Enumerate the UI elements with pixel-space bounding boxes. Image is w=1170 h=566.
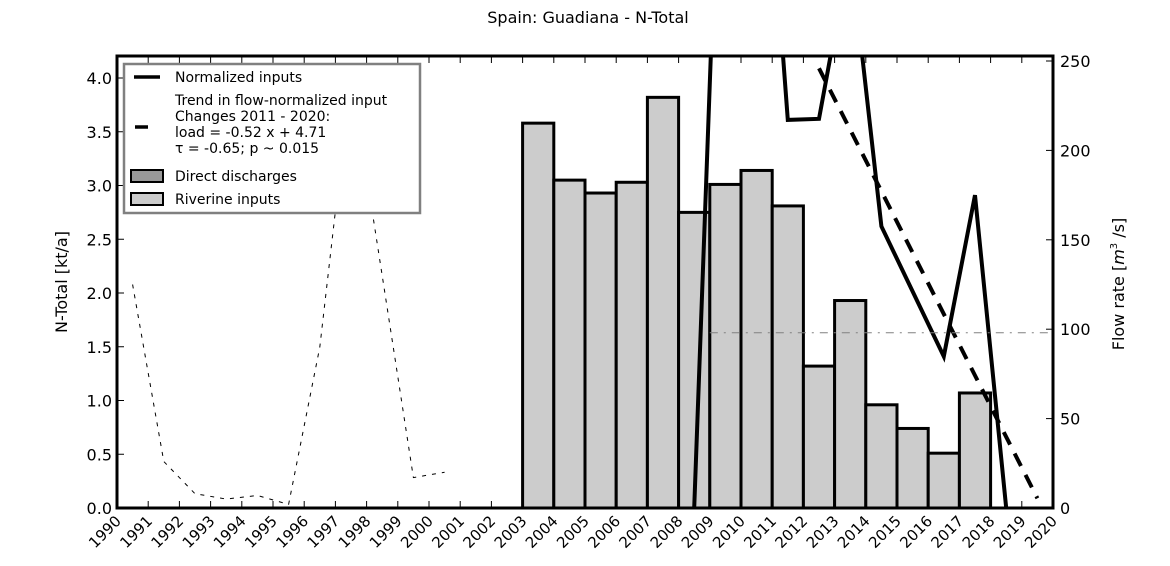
x-tick-label: 2005 (553, 512, 593, 552)
legend-trend-line4: τ = -0.65; p ~ 0.015 (175, 141, 319, 157)
x-tick-label: 2009 (678, 512, 718, 552)
x-tick-label: 1996 (272, 512, 312, 552)
x-tick-label: 1994 (210, 512, 250, 552)
bar-2014 (864, 403, 899, 510)
bar-2010 (739, 168, 774, 510)
y-tick-label: 1.5 (87, 338, 112, 357)
x-tick-label: 1991 (116, 512, 156, 552)
line-flow-rate (132, 75, 445, 506)
bar-2005 (583, 191, 618, 510)
x-tick-label: 2013 (803, 512, 843, 552)
x-tick-label: 2000 (397, 512, 437, 552)
y-tick-label-right: 50 (1060, 410, 1080, 429)
bar-2016 (926, 451, 961, 510)
x-tick-label: 1990 (85, 512, 125, 552)
y-tick-label-right: 150 (1060, 231, 1091, 250)
y-tick-label: 3.0 (87, 177, 112, 196)
x-tick-label: 2011 (740, 512, 780, 552)
x-tick-label: 2012 (771, 512, 811, 552)
x-tick-label: 2017 (927, 512, 967, 552)
legend: Normalized inputs Trend in flow-normaliz… (122, 62, 422, 215)
y-tick-label-right: 0 (1060, 499, 1070, 518)
legend-trend-line1: Trend in flow-normalized input (174, 93, 388, 109)
x-tick-label: 1998 (335, 512, 375, 552)
x-tick-label: 1992 (147, 512, 187, 552)
x-tick-label: 2004 (522, 512, 562, 552)
line-series (132, 56, 1053, 508)
x-tick-label: 2010 (709, 512, 749, 552)
bar-2009 (708, 182, 743, 510)
y-axis-label-left: N-Total [kt/a] (52, 231, 71, 333)
x-tick-label: 2015 (865, 512, 905, 552)
legend-direct-discharges-patch (130, 169, 164, 183)
x-tick-label: 2008 (647, 512, 687, 552)
y-tick-label: 2.5 (87, 230, 112, 249)
bar-2011 (770, 204, 805, 510)
y-tick-label: 4.0 (87, 69, 112, 88)
legend-direct-discharges: Direct discharges (175, 169, 297, 185)
x-tick-label: 2003 (491, 512, 531, 552)
y-tick-label: 1.0 (87, 392, 112, 411)
legend-normalized-inputs: Normalized inputs (175, 70, 302, 86)
x-tick-label: 2020 (1021, 512, 1061, 552)
legend-riverine-inputs: Riverine inputs (175, 192, 280, 208)
bar-2013 (833, 299, 868, 510)
x-tick-label: 2002 (459, 512, 499, 552)
y-tick-label: 0.5 (87, 445, 112, 464)
y-axis-label-right: Flow rate [m3 /s] (1109, 218, 1128, 350)
y-tick-label-right: 250 (1060, 52, 1091, 71)
x-tick-label: 2019 (990, 512, 1030, 552)
x-tick-label: 2001 (428, 512, 468, 552)
x-tick-label: 1993 (179, 512, 219, 552)
chart-title: Spain: Guadiana - N-Total (487, 8, 689, 27)
x-tick-label: 1999 (366, 512, 406, 552)
x-tick-label: 2018 (959, 512, 999, 552)
bar-2007 (645, 95, 681, 510)
legend-trend-line3: load = -0.52 x + 4.71 (175, 125, 326, 141)
bar-2012 (801, 364, 837, 510)
bar-2003 (521, 121, 556, 510)
x-tick-label: 1997 (303, 512, 343, 552)
y-tick-label-right: 100 (1060, 320, 1091, 339)
x-tick-label: 2006 (584, 512, 624, 552)
bar-2017 (957, 391, 993, 510)
line-normalized-inputs (692, 56, 1009, 508)
bar-2006 (614, 180, 649, 510)
y-tick-label-right: 200 (1060, 141, 1091, 160)
legend-trend-line2: Changes 2011 - 2020: (175, 109, 330, 125)
y-tick-label: 3.5 (87, 123, 112, 142)
legend-riverine-patch (130, 192, 164, 206)
x-tick-label: 2016 (896, 512, 936, 552)
x-tick-label: 2014 (834, 512, 874, 552)
y-tick-label: 0.0 (87, 499, 112, 518)
bar-2004 (552, 178, 587, 510)
riverine-bars (521, 95, 993, 510)
x-tick-label: 2007 (615, 512, 655, 552)
bar-2015 (895, 426, 930, 510)
x-tick-label: 1995 (241, 512, 281, 552)
line-trend-in-flow-normalized-input (817, 67, 1040, 500)
y-tick-label: 2.0 (87, 284, 112, 303)
